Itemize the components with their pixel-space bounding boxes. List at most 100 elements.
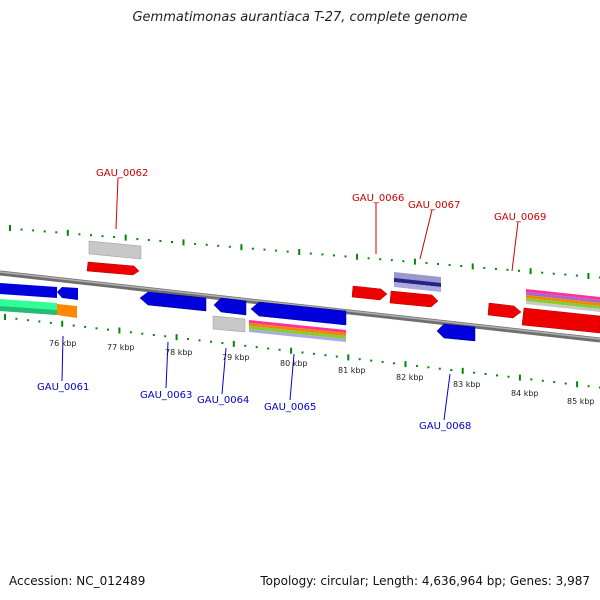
outer-tick-mark	[448, 264, 451, 266]
inner-tick-mark	[518, 374, 521, 381]
inner-tick-mark	[496, 374, 498, 377]
inner-tick-mark	[141, 332, 144, 335]
inner-tick-mark	[38, 320, 41, 323]
inner-tick-mark	[152, 334, 155, 336]
outer-tick-mark	[518, 269, 520, 272]
gene-gau-0061[interactable]	[0, 283, 78, 318]
inner-tick-mark	[370, 359, 373, 362]
inner-tick-mark	[187, 338, 190, 340]
inner-tick-mark	[438, 367, 441, 370]
inner-tick-mark	[4, 314, 6, 320]
outer-tick-track	[9, 225, 600, 279]
outer-tick-mark	[379, 258, 382, 261]
inner-tick-mark	[576, 381, 579, 388]
label-gau-0063: GAU_0063	[140, 390, 192, 401]
inner-tick-mark	[473, 371, 476, 374]
tick-label-84kbp: 84 kbp	[511, 389, 539, 398]
outer-tick-mark	[240, 244, 243, 251]
outer-tick-mark	[483, 266, 486, 269]
inner-tick-mark	[72, 324, 75, 327]
inner-tick-mark	[541, 379, 544, 382]
inner-tick-mark	[427, 366, 430, 369]
inner-tick-mark	[129, 331, 132, 334]
outer-tick-mark	[32, 229, 35, 232]
genome-info-text: Topology: circular; Length: 4,636,964 bp…	[260, 574, 590, 588]
inner-tick-mark	[301, 351, 304, 354]
inner-tick-mark	[587, 385, 590, 388]
gene-gau-0067[interactable]	[389, 272, 441, 308]
outer-tick-mark	[66, 229, 69, 236]
label-gau-0065: GAU_0065	[264, 402, 316, 413]
label-gau-0062: GAU_0062	[96, 168, 148, 179]
inner-tick-mark	[415, 365, 418, 367]
outer-tick-mark	[9, 225, 11, 231]
genome-title: Gemmatimonas aurantiaca T-27, complete g…	[132, 10, 468, 25]
label-gau-0061: GAU_0061	[37, 382, 89, 393]
tick-label-85kbp: 85 kbp	[567, 397, 595, 406]
inner-tick-mark	[358, 358, 361, 361]
outer-tick-mark	[529, 268, 532, 275]
outer-tick-mark	[541, 271, 544, 274]
inner-tick-mark	[564, 382, 567, 385]
outer-tick-mark	[205, 243, 208, 246]
inner-tick-mark	[335, 355, 338, 358]
inner-tick-mark	[49, 321, 52, 324]
gene-gau-0064[interactable]	[212, 297, 247, 333]
outer-tick-mark	[321, 253, 324, 256]
outer-tick-mark	[171, 241, 173, 243]
tick-label-76kbp: 76 kbp	[49, 339, 77, 348]
tick-label-83kbp: 83 kbp	[453, 380, 481, 389]
inner-tick-mark	[324, 354, 327, 357]
outer-tick-mark	[159, 240, 162, 242]
inner-tick-mark	[232, 340, 235, 347]
outer-tick-mark	[101, 235, 104, 238]
inner-tick-mark	[84, 325, 87, 328]
accession-text: Accession: NC_012489	[9, 574, 146, 588]
outer-tick-mark	[390, 259, 393, 262]
outer-tick-mark	[575, 274, 578, 277]
inner-tick-track	[4, 314, 600, 389]
outer-tick-mark	[587, 273, 590, 279]
inner-tick-mark	[381, 360, 384, 363]
gene-gau-0062[interactable]	[86, 240, 142, 276]
outer-tick-mark	[332, 254, 335, 257]
inner-tick-mark	[461, 367, 464, 374]
inner-tick-mark	[347, 354, 350, 361]
outer-tick-mark	[298, 249, 301, 255]
label-gau-0069: GAU_0069	[494, 212, 546, 223]
inner-tick-mark	[404, 361, 407, 368]
gene-gau-0065[interactable]	[249, 301, 347, 342]
gene-gau-0063[interactable]	[139, 291, 207, 312]
label-leaders	[61, 177, 519, 421]
inner-tick-mark	[95, 327, 98, 330]
outer-tick-mark	[147, 239, 150, 241]
outer-tick-mark	[263, 248, 266, 251]
tick-label-78kbp: 78 kbp	[165, 348, 193, 357]
outer-tick-mark	[344, 255, 347, 258]
outer-tick-mark	[136, 238, 139, 241]
inner-tick-mark	[290, 347, 293, 354]
gene-gau-0068[interactable]	[436, 323, 476, 342]
label-gau-0064: GAU_0064	[197, 395, 249, 406]
inner-tick-mark	[530, 378, 533, 381]
gene-gau-0066[interactable]	[351, 285, 388, 301]
inner-tick-mark	[118, 327, 121, 334]
outer-tick-mark	[506, 268, 509, 271]
outer-tick-mark	[20, 228, 23, 231]
tick-label-82kbp: 82 kbp	[396, 373, 424, 382]
label-gau-0067: GAU_0067	[408, 200, 460, 211]
gene-gau-0069[interactable]	[487, 289, 600, 334]
inner-tick-mark	[198, 339, 201, 342]
inner-tick-mark	[553, 381, 556, 384]
outer-tick-mark	[564, 273, 567, 276]
outer-tick-mark	[413, 258, 416, 265]
tick-label-77kbp: 77 kbp	[107, 343, 135, 352]
outer-tick-mark	[494, 267, 497, 270]
outer-tick-mark	[471, 263, 474, 270]
outer-tick-mark	[55, 231, 58, 234]
inner-tick-mark	[255, 346, 258, 349]
inner-tick-mark	[107, 328, 109, 331]
inner-tick-mark	[221, 342, 224, 345]
inner-tick-mark	[164, 335, 167, 338]
label-gau-0066: GAU_0066	[352, 193, 404, 204]
